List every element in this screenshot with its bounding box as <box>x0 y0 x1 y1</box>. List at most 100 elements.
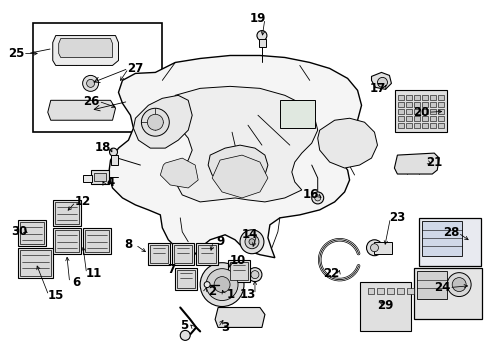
Bar <box>437 95 443 100</box>
Bar <box>398 123 404 128</box>
Circle shape <box>250 271 259 279</box>
Bar <box>177 270 195 288</box>
Text: 30: 30 <box>11 225 27 238</box>
Text: 13: 13 <box>240 288 256 301</box>
Bar <box>229 262 247 280</box>
Text: 7: 7 <box>167 263 175 276</box>
Circle shape <box>200 263 244 306</box>
Circle shape <box>311 192 323 204</box>
Text: 5: 5 <box>180 319 188 332</box>
Bar <box>55 230 79 252</box>
Bar <box>367 288 374 293</box>
Text: 15: 15 <box>47 289 64 302</box>
Bar <box>406 116 411 121</box>
Circle shape <box>447 273 470 297</box>
Polygon shape <box>371 72 390 89</box>
Circle shape <box>214 276 229 293</box>
Circle shape <box>141 108 169 136</box>
Polygon shape <box>394 153 438 174</box>
Bar <box>198 245 216 263</box>
Text: 28: 28 <box>442 226 458 239</box>
Bar <box>413 95 420 100</box>
Text: 21: 21 <box>425 156 442 168</box>
Bar <box>20 222 44 244</box>
Bar <box>259 39 265 46</box>
Bar <box>227 260 249 282</box>
Bar <box>377 288 384 293</box>
Circle shape <box>240 230 264 254</box>
Polygon shape <box>208 145 267 185</box>
Text: 3: 3 <box>221 321 229 334</box>
Bar <box>419 218 480 266</box>
Bar <box>429 102 435 107</box>
Bar <box>413 268 481 319</box>
Polygon shape <box>108 55 361 258</box>
Bar <box>174 245 192 263</box>
Bar <box>437 116 443 121</box>
Bar <box>148 243 170 265</box>
Circle shape <box>366 240 382 256</box>
Bar <box>279 100 314 128</box>
Bar <box>84 230 108 252</box>
Bar <box>429 95 435 100</box>
Bar <box>397 288 404 293</box>
Text: 17: 17 <box>368 82 385 95</box>
Text: 8: 8 <box>124 238 132 251</box>
Bar <box>18 248 53 278</box>
Bar <box>422 102 427 107</box>
Bar <box>416 271 447 298</box>
Text: 26: 26 <box>83 95 100 108</box>
Text: 25: 25 <box>8 47 24 60</box>
Bar <box>20 250 51 276</box>
Text: 19: 19 <box>249 12 265 25</box>
Text: 27: 27 <box>127 62 143 75</box>
Bar <box>437 102 443 107</box>
Text: 1: 1 <box>226 288 235 301</box>
Bar <box>413 116 420 121</box>
Circle shape <box>314 195 320 201</box>
Circle shape <box>82 75 99 91</box>
Bar <box>406 95 411 100</box>
Circle shape <box>180 330 190 340</box>
Bar <box>82 228 110 254</box>
Text: 9: 9 <box>216 235 224 248</box>
Text: 11: 11 <box>85 267 102 280</box>
Circle shape <box>248 239 254 245</box>
Bar <box>437 123 443 128</box>
Circle shape <box>247 268 262 282</box>
Polygon shape <box>215 307 264 328</box>
Bar <box>398 109 404 114</box>
Text: 2: 2 <box>207 285 216 298</box>
Bar <box>406 123 411 128</box>
Bar <box>407 288 413 293</box>
Bar <box>150 245 168 263</box>
Bar <box>18 220 46 246</box>
Text: 24: 24 <box>433 281 449 294</box>
Text: 6: 6 <box>72 276 81 289</box>
Bar <box>386 288 394 293</box>
Text: 12: 12 <box>74 195 91 208</box>
Text: 23: 23 <box>388 211 405 224</box>
Bar <box>93 173 105 181</box>
Bar <box>398 102 404 107</box>
Polygon shape <box>59 39 112 58</box>
Bar <box>359 282 410 332</box>
Bar <box>82 175 91 182</box>
Text: 18: 18 <box>94 141 110 154</box>
Bar <box>429 123 435 128</box>
Circle shape <box>203 282 210 288</box>
Circle shape <box>244 235 259 249</box>
Bar <box>429 116 435 121</box>
Polygon shape <box>212 155 267 198</box>
Bar <box>374 242 392 254</box>
Bar <box>175 268 197 289</box>
Polygon shape <box>53 36 118 66</box>
Text: 14: 14 <box>241 228 258 241</box>
Bar <box>53 200 81 226</box>
Bar <box>422 109 427 114</box>
Bar <box>90 170 108 184</box>
Bar <box>422 123 427 128</box>
Text: 4: 4 <box>106 176 114 189</box>
Circle shape <box>109 148 117 156</box>
Bar <box>110 155 118 165</box>
